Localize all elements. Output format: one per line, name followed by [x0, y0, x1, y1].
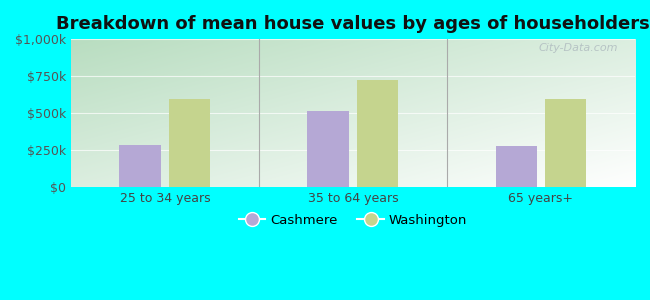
- Legend: Cashmere, Washington: Cashmere, Washington: [233, 208, 473, 232]
- Title: Breakdown of mean house values by ages of householders: Breakdown of mean house values by ages o…: [56, 15, 650, 33]
- Bar: [307, 110, 349, 187]
- Bar: [495, 146, 537, 187]
- Bar: [545, 99, 586, 187]
- Bar: [169, 99, 211, 187]
- Bar: [357, 80, 398, 187]
- Bar: [120, 145, 161, 187]
- Text: City-Data.com: City-Data.com: [539, 43, 618, 53]
